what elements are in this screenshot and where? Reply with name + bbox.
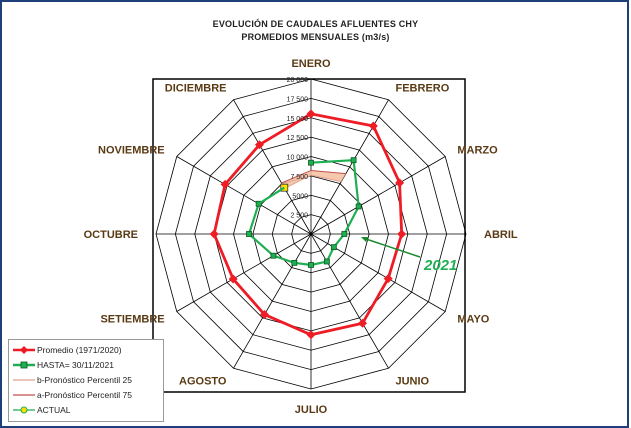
grid-ring-6 <box>174 97 448 371</box>
grid-ring-5 <box>194 117 428 351</box>
tick-label-1: 5000 <box>292 193 308 200</box>
legend-label-promedio: Promedio (1971/2020) <box>37 344 122 355</box>
legend-swatch-p25 <box>13 379 35 381</box>
series-line-2 <box>284 174 342 189</box>
radar-series <box>209 109 407 340</box>
point-0-2 <box>395 178 405 188</box>
point-1-3 <box>341 231 348 237</box>
radar-grid <box>155 78 467 390</box>
point-1-6 <box>308 262 314 268</box>
annotation-arrowhead <box>361 237 368 242</box>
month-label-9: OCTUBRE <box>84 229 138 241</box>
tick-label-5: 15 000 <box>287 116 309 123</box>
point-0-5 <box>358 318 368 328</box>
point-1-4 <box>330 244 337 251</box>
point-0-7 <box>260 310 269 320</box>
point-0-4 <box>383 274 393 284</box>
legend: Promedio (1971/2020) HASTA= 30/11/2021 b… <box>8 339 164 422</box>
series-3 <box>281 169 346 184</box>
month-label-2: MARZO <box>457 145 498 157</box>
point-1-1 <box>350 157 357 164</box>
point-1-0 <box>308 159 314 166</box>
grid-ring-7 <box>155 78 467 390</box>
tick-label-2: 7 500 <box>290 174 308 181</box>
legend-label-hasta: HASTA= 30/11/2021 <box>37 359 114 370</box>
month-labels: ENERO FEBRERO MARZO ABRIL MAYO JUNIO JULIO AGOS… <box>84 58 518 416</box>
legend-swatch-p75 <box>13 394 35 396</box>
point-0-1 <box>368 121 378 131</box>
point-1-7 <box>291 259 298 266</box>
tick-label-3: 10 000 <box>287 155 309 162</box>
month-label-4: MAYO <box>457 314 489 326</box>
tick-label-4: 12 500 <box>287 135 309 142</box>
point-1-5 <box>323 258 330 265</box>
legend-swatch-promedio <box>13 345 35 354</box>
legend-item-hasta: HASTA= 30/11/2021 <box>13 359 114 373</box>
chart-title: EVOLUCIÓN DE CAUDALES AFLUENTES CHY <box>212 19 419 29</box>
point-1-2 <box>355 203 362 210</box>
annotation-arrow <box>362 237 421 258</box>
grid-ring-3 <box>233 156 389 312</box>
forecast-band <box>281 170 346 189</box>
legend-label-actual: ACTUAL <box>37 404 71 415</box>
point-0-6 <box>306 330 316 340</box>
forecast-fill-area <box>281 170 346 189</box>
month-label-8: SETIEMBRE <box>100 314 164 326</box>
point-0-9 <box>209 229 219 239</box>
month-label-6: JULIO <box>295 404 328 416</box>
legend-label-p75: a-Pronóstico Percentil 75 <box>37 389 132 400</box>
legend-item-p25: b-Pronóstico Percentil 25 <box>13 374 132 388</box>
tick-label-6: 17 500 <box>287 96 309 103</box>
legend-label-p25: b-Pronóstico Percentil 25 <box>37 374 132 385</box>
point-0-11 <box>254 140 264 150</box>
series-line-3 <box>281 169 346 184</box>
legend-swatch-actual <box>13 406 35 414</box>
tick-label-0: 2 500 <box>290 213 308 220</box>
radial-tick-labels: 2 500 5000 7 500 10 000 12 500 15 000 17 500 20… <box>287 77 309 220</box>
month-label-11: DICIEMBRE <box>165 83 227 95</box>
point-0-10 <box>220 179 230 189</box>
legend-item-promedio: Promedio (1971/2020) <box>13 344 122 358</box>
legend-item-p75: a-Pronóstico Percentil 75 <box>13 389 132 403</box>
point-0-8 <box>228 274 238 284</box>
annotation-2021: 2021 <box>423 257 457 274</box>
month-label-0: ENERO <box>291 58 331 70</box>
annotation-group: 2021 <box>361 237 457 274</box>
tick-label-7: 20 000 <box>287 77 309 84</box>
point-1-8 <box>270 252 277 259</box>
chart-subtitle: PROMEDIOS MENSUALES (m3/s) <box>241 32 390 42</box>
legend-swatch-hasta <box>13 361 35 369</box>
legend-item-actual: ACTUAL <box>13 404 71 418</box>
month-label-5: JUNIO <box>396 375 430 387</box>
series-line-0 <box>212 112 404 337</box>
month-label-7: AGOSTO <box>179 375 227 387</box>
point-0-0 <box>306 109 316 119</box>
plot-area-border <box>152 78 466 393</box>
series-0 <box>209 109 407 340</box>
point-0-3 <box>397 229 407 239</box>
point-1-9 <box>246 231 252 237</box>
month-label-3: ABRIL <box>484 229 518 241</box>
series-2 <box>284 174 342 189</box>
month-label-1: FEBRERO <box>396 83 450 95</box>
month-label-10: NOVIEMBRE <box>98 145 165 157</box>
series-1 <box>246 157 362 268</box>
grid-ring-1 <box>271 194 351 274</box>
actual-connector <box>258 186 285 205</box>
grid-ring-0 <box>291 214 331 254</box>
